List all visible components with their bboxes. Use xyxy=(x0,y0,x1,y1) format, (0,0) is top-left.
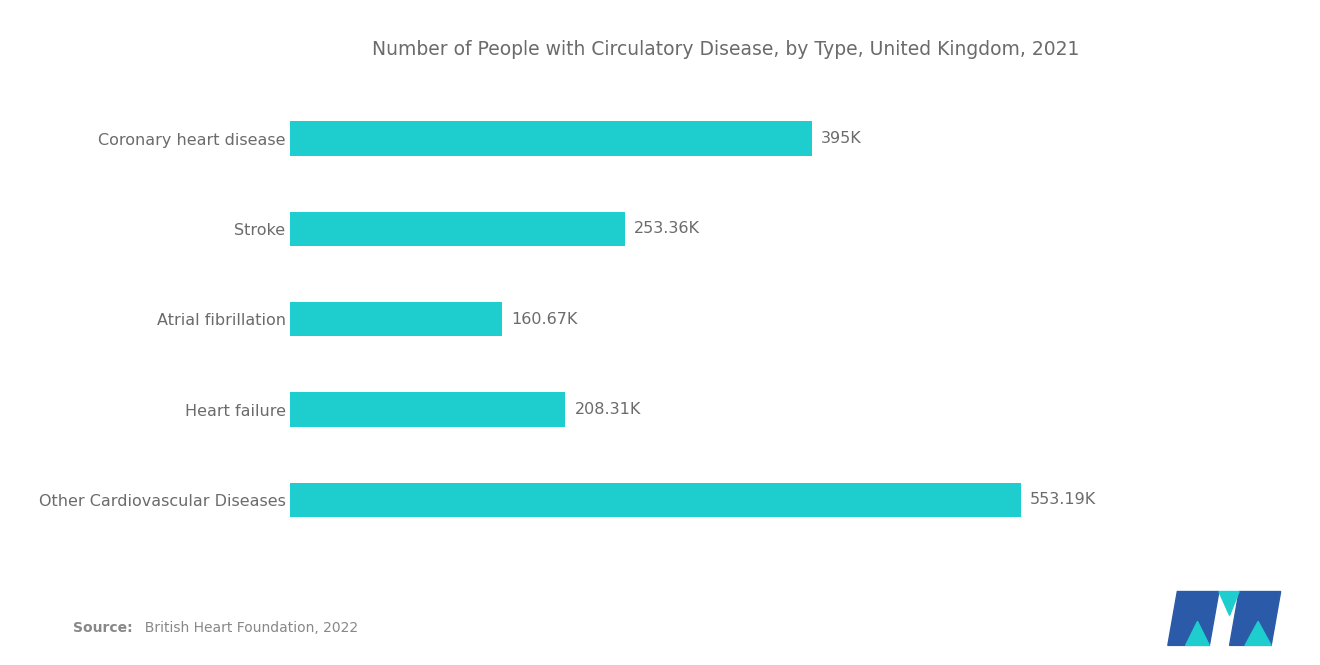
Title: Number of People with Circulatory Disease, by Type, United Kingdom, 2021: Number of People with Circulatory Diseas… xyxy=(372,40,1080,59)
Text: 253.36K: 253.36K xyxy=(634,221,700,236)
Text: Source:: Source: xyxy=(73,621,132,636)
Text: 160.67K: 160.67K xyxy=(512,312,578,327)
Polygon shape xyxy=(1185,621,1209,645)
Bar xyxy=(290,302,503,336)
Polygon shape xyxy=(1245,621,1271,645)
Bar xyxy=(290,121,812,156)
Text: 395K: 395K xyxy=(821,131,862,146)
Polygon shape xyxy=(1218,592,1239,616)
Text: 208.31K: 208.31K xyxy=(574,402,642,417)
Polygon shape xyxy=(1168,592,1218,645)
Bar xyxy=(290,211,624,246)
Polygon shape xyxy=(1230,592,1280,645)
Bar xyxy=(290,483,1020,517)
Bar xyxy=(290,392,565,427)
Text: British Heart Foundation, 2022: British Heart Foundation, 2022 xyxy=(136,621,358,636)
Text: 553.19K: 553.19K xyxy=(1030,492,1096,507)
